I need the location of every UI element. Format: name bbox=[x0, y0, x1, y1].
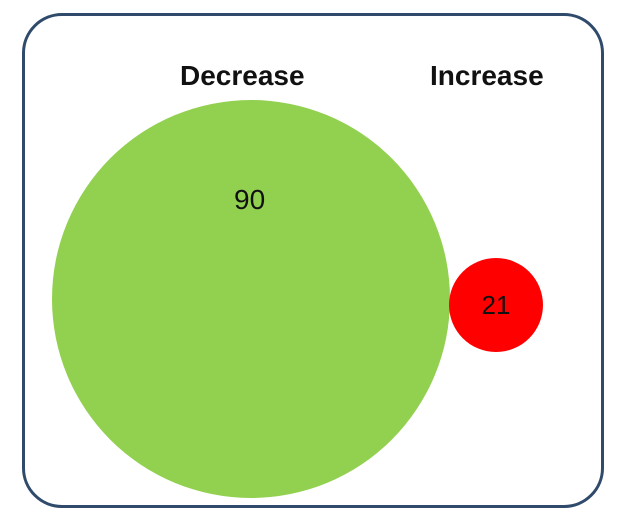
increase-label: Increase bbox=[430, 62, 544, 90]
decrease-count: 90 bbox=[234, 186, 265, 214]
decrease-circle: 90 bbox=[52, 100, 450, 498]
increase-circle: 21 bbox=[449, 258, 543, 352]
increase-count: 21 bbox=[482, 292, 511, 318]
decrease-label: Decrease bbox=[180, 62, 305, 90]
